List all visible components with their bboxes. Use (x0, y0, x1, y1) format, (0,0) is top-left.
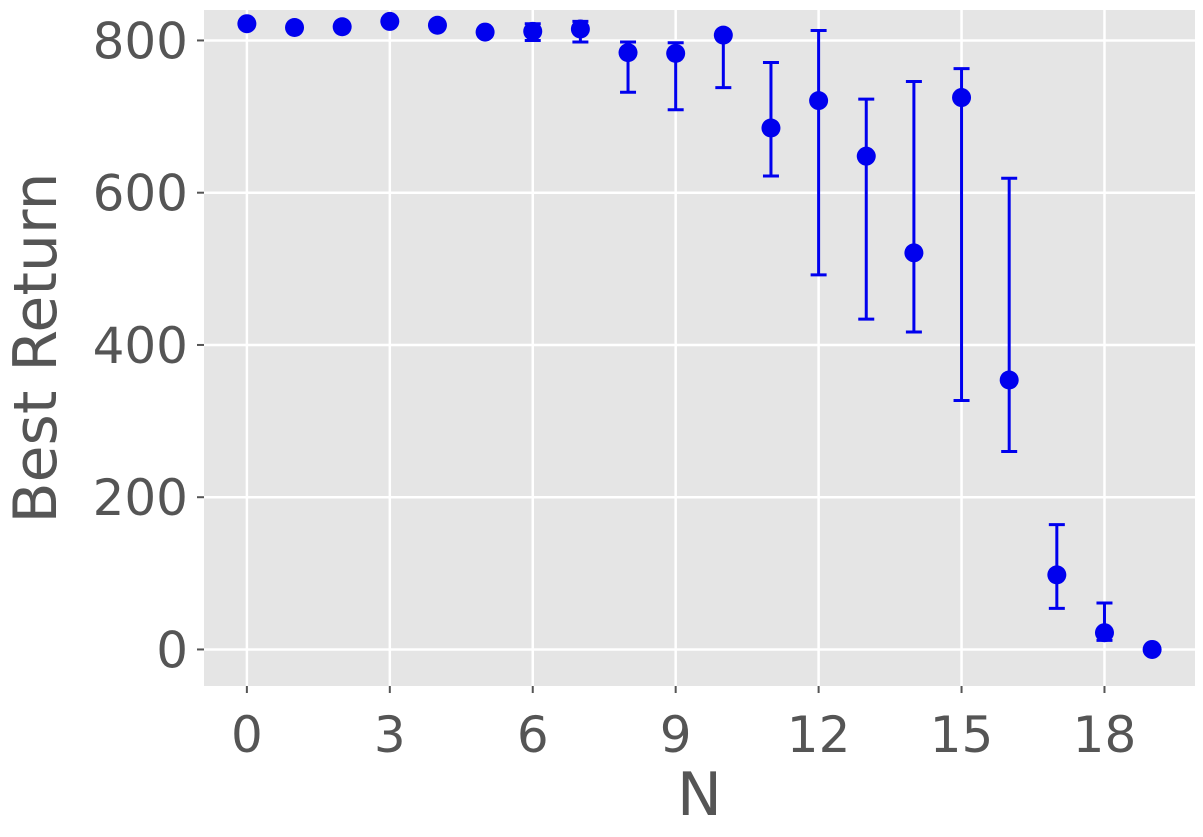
tick-layer: 0 3 6 9 12 15 18 0 200 400 600 800 (93, 12, 1137, 764)
data-point (856, 146, 876, 166)
data-point (666, 43, 686, 63)
data-point (952, 88, 972, 108)
x-tick-label: 0 (231, 706, 263, 764)
data-point (237, 14, 257, 34)
x-tick-label: 3 (374, 706, 406, 764)
y-axis-label: Best Return (1, 172, 71, 523)
x-tick-label: 9 (660, 706, 692, 764)
data-layer (237, 11, 1162, 659)
plot-panel (204, 10, 1195, 686)
data-point (523, 21, 543, 41)
data-point (380, 11, 400, 31)
y-tick-label: 200 (93, 469, 188, 527)
data-point (285, 18, 305, 38)
data-point (809, 91, 829, 111)
data-point (1094, 623, 1114, 643)
y-tick-label: 800 (93, 12, 188, 70)
x-tick-label: 18 (1073, 706, 1137, 764)
y-tick-label: 400 (93, 317, 188, 375)
data-point (1142, 639, 1162, 659)
x-axis-label: N (677, 760, 722, 830)
data-point (904, 243, 924, 263)
x-tick-label: 6 (517, 706, 549, 764)
data-point (713, 25, 733, 45)
y-tick-label: 600 (93, 165, 188, 223)
data-point (332, 17, 352, 37)
data-point (570, 19, 590, 39)
data-point (999, 370, 1019, 390)
data-point (427, 15, 447, 35)
data-point (618, 43, 638, 63)
y-tick-label: 0 (156, 621, 188, 679)
data-point (761, 118, 781, 138)
data-point (1047, 565, 1067, 585)
x-tick-label: 15 (930, 706, 994, 764)
x-tick-label: 12 (787, 706, 851, 764)
data-point (475, 22, 495, 42)
